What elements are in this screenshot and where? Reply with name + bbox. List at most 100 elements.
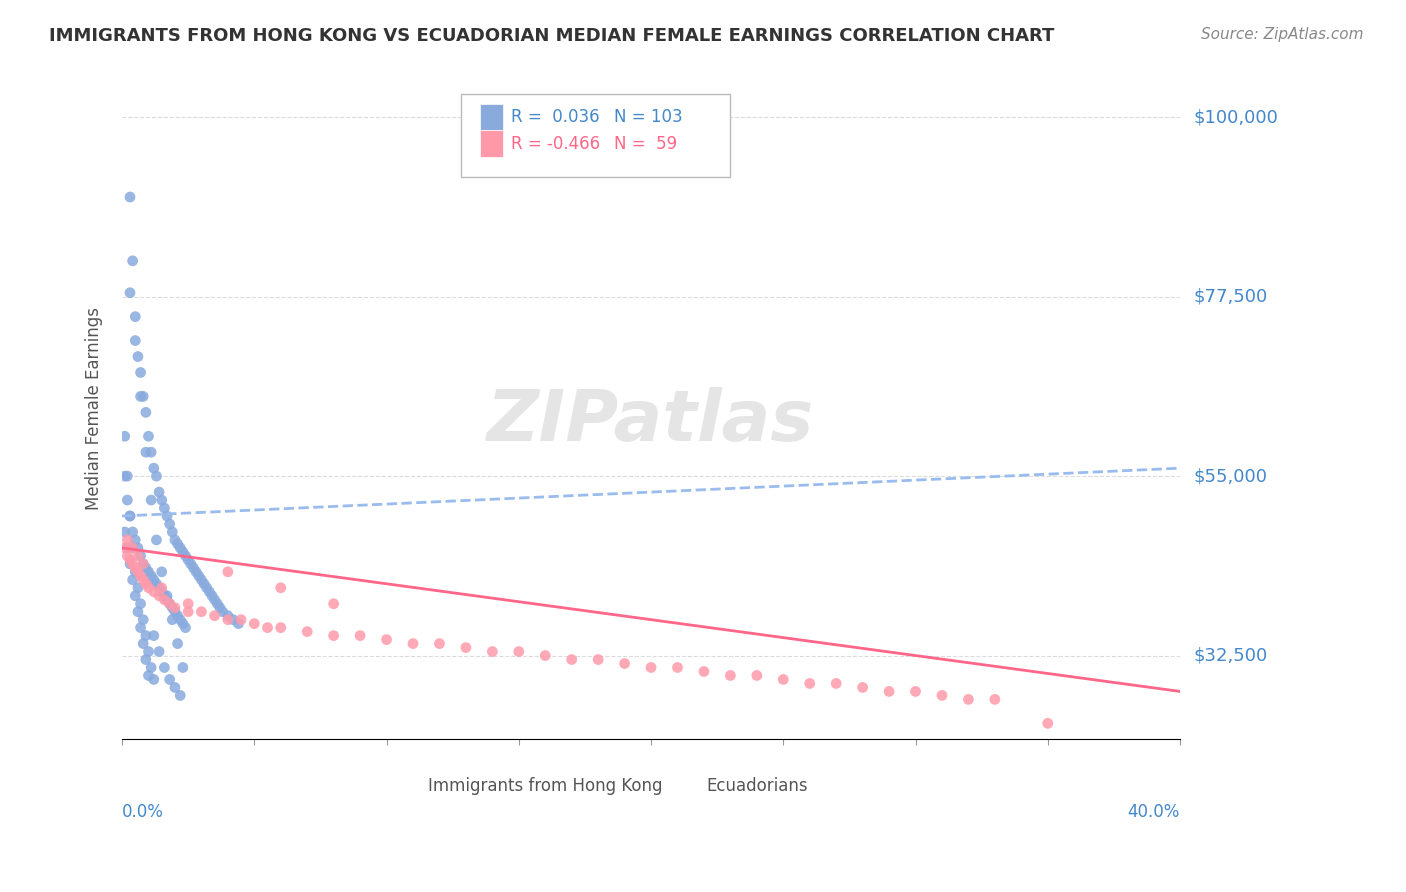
- Point: [201, 589, 224, 603]
- Point: [121, 524, 143, 539]
- Point: [117, 493, 139, 508]
- Point: [117, 549, 139, 563]
- Point: [184, 565, 207, 579]
- Point: [402, 637, 425, 651]
- Point: [169, 689, 191, 703]
- Point: [145, 469, 167, 483]
- Point: [138, 565, 160, 579]
- Point: [159, 516, 181, 531]
- Point: [904, 684, 927, 698]
- Point: [139, 493, 162, 508]
- Point: [114, 541, 136, 555]
- Point: [166, 608, 188, 623]
- Point: [135, 629, 157, 643]
- Point: [159, 597, 181, 611]
- Point: [139, 660, 162, 674]
- Point: [121, 541, 143, 555]
- Point: [177, 605, 200, 619]
- Point: [222, 613, 245, 627]
- Point: [153, 660, 176, 674]
- Point: [172, 660, 194, 674]
- Point: [117, 469, 139, 483]
- Point: [129, 621, 152, 635]
- Point: [148, 485, 170, 500]
- Text: ZIPatlas: ZIPatlas: [488, 387, 814, 456]
- Point: [153, 589, 176, 603]
- Point: [145, 576, 167, 591]
- Point: [118, 553, 141, 567]
- Point: [127, 565, 149, 579]
- Point: [153, 592, 176, 607]
- Point: [166, 537, 188, 551]
- Point: [229, 613, 252, 627]
- Point: [121, 253, 143, 268]
- Point: [162, 600, 184, 615]
- Point: [204, 592, 226, 607]
- Point: [135, 405, 157, 419]
- Point: [172, 545, 194, 559]
- Point: [159, 673, 181, 687]
- Point: [150, 581, 173, 595]
- Point: [127, 581, 149, 595]
- Point: [207, 597, 229, 611]
- Point: [180, 557, 202, 571]
- Point: [132, 557, 155, 571]
- Point: [163, 605, 186, 619]
- Point: [150, 584, 173, 599]
- Point: [129, 569, 152, 583]
- FancyBboxPatch shape: [456, 772, 482, 796]
- Point: [118, 508, 141, 523]
- Point: [121, 573, 143, 587]
- Point: [190, 605, 212, 619]
- Text: $55,000: $55,000: [1194, 467, 1267, 485]
- Point: [295, 624, 318, 639]
- Point: [429, 637, 451, 651]
- Point: [228, 616, 250, 631]
- Point: [1036, 716, 1059, 731]
- Point: [121, 557, 143, 571]
- Point: [118, 190, 141, 204]
- Point: [132, 637, 155, 651]
- Point: [118, 285, 141, 300]
- Point: [931, 689, 953, 703]
- Point: [481, 644, 503, 658]
- Point: [138, 429, 160, 443]
- Point: [121, 541, 143, 555]
- Point: [172, 616, 194, 631]
- Point: [135, 576, 157, 591]
- Point: [375, 632, 398, 647]
- Text: $32,500: $32,500: [1194, 647, 1267, 665]
- Point: [177, 597, 200, 611]
- Point: [825, 676, 848, 690]
- Point: [156, 592, 179, 607]
- Point: [135, 652, 157, 666]
- Text: Source: ZipAtlas.com: Source: ZipAtlas.com: [1201, 27, 1364, 42]
- Point: [118, 557, 141, 571]
- Point: [718, 668, 741, 682]
- Point: [852, 681, 875, 695]
- Text: 0.0%: 0.0%: [122, 803, 165, 821]
- Point: [150, 493, 173, 508]
- Point: [127, 549, 149, 563]
- Point: [124, 310, 146, 324]
- Point: [957, 692, 980, 706]
- Point: [217, 608, 239, 623]
- Point: [561, 652, 583, 666]
- Point: [142, 629, 165, 643]
- Text: Ecuadorians: Ecuadorians: [706, 777, 807, 795]
- Text: R =  0.036: R = 0.036: [512, 108, 600, 126]
- Point: [984, 692, 1007, 706]
- Point: [124, 561, 146, 575]
- Point: [124, 589, 146, 603]
- Point: [586, 652, 609, 666]
- Text: Immigrants from Hong Kong: Immigrants from Hong Kong: [427, 777, 662, 795]
- Point: [132, 557, 155, 571]
- Point: [139, 569, 162, 583]
- Point: [208, 600, 231, 615]
- Text: N =  59: N = 59: [614, 135, 678, 153]
- Point: [640, 660, 662, 674]
- Point: [322, 597, 344, 611]
- FancyBboxPatch shape: [699, 772, 725, 796]
- Point: [877, 684, 900, 698]
- Point: [193, 576, 215, 591]
